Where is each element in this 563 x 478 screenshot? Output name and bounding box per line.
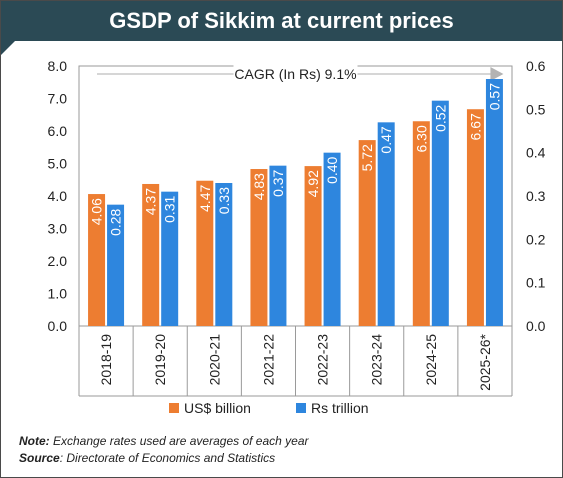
bar-usd: [196, 180, 214, 326]
y-right-tick-label: 0.1: [526, 275, 546, 291]
x-tick-label: 2022-23: [315, 334, 331, 386]
cagr-arrow-icon: [490, 67, 504, 81]
bar-usd: [304, 166, 322, 326]
title-notch: [1, 41, 15, 55]
x-tick-label: 2019-20: [152, 334, 168, 386]
y-left-tick-label: 1.0: [48, 286, 68, 302]
bar-rs: [269, 165, 287, 326]
y-right-tick-label: 0.3: [526, 188, 546, 204]
bar-usd-value-label: 4.83: [251, 173, 267, 200]
x-tick-label: 2025-26*: [477, 333, 493, 390]
y-right-tick-label: 0.0: [526, 318, 546, 334]
bar-rs-value-label: 0.31: [162, 195, 178, 222]
bar-rs: [485, 79, 503, 326]
bar-rs-value-label: 0.52: [432, 104, 448, 131]
cagr-label-bg: [233, 65, 358, 83]
bar-rs: [107, 204, 125, 326]
bar-usd-value-label: 4.92: [305, 170, 321, 197]
bar-usd-value-label: 6.67: [467, 113, 483, 140]
y-left-tick-label: 3.0: [48, 221, 68, 237]
x-tick-label: 2020-21: [206, 334, 222, 386]
legend-swatch-rs: [296, 403, 306, 413]
x-tick-label: 2023-24: [369, 334, 385, 386]
legend-swatch-usd: [169, 403, 179, 413]
bar-usd: [466, 109, 484, 326]
bar-usd-value-label: 5.72: [359, 144, 375, 171]
bar-usd: [358, 140, 376, 326]
title-bar: [1, 1, 562, 41]
y-left-tick-label: 5.0: [48, 156, 68, 172]
bar-rs: [215, 183, 233, 326]
bar-rs-value-label: 0.33: [216, 187, 232, 214]
source-label: Source: [19, 451, 60, 465]
y-left-tick-label: 7.0: [48, 91, 68, 107]
bar-rs: [161, 191, 179, 326]
source-text: : Directorate of Economics and Statistic…: [59, 451, 276, 465]
y-right-tick-label: 0.5: [526, 101, 546, 117]
bar-rs-value-label: 0.37: [270, 169, 286, 196]
bar-usd-value-label: 4.06: [89, 198, 105, 225]
x-tick-label: 2018-19: [98, 334, 114, 386]
note-text: Exchange rates used are averages of each…: [49, 434, 309, 448]
y-left-tick-label: 8.0: [48, 58, 68, 74]
y-right-tick-label: 0.6: [526, 58, 546, 74]
bar-rs-value-label: 0.40: [324, 156, 340, 183]
bar-rs: [431, 100, 449, 327]
bar-rs-value-label: 0.57: [486, 83, 502, 110]
legend-label-rs: Rs trillion: [311, 400, 369, 416]
gsdp-chart: 0.0 1.0 2.0 3.0 4.0 5.0 6.0 7.0 8.0 0.0 0.1 0.2 0.3 0…: [48, 58, 546, 416]
y-left-tick-label: 6.0: [48, 123, 68, 139]
y-right-tick-label: 0.2: [526, 231, 546, 247]
y-right-tick-label: 0.4: [526, 145, 546, 161]
source: Source: Directorate of Economics and Sta…: [19, 451, 275, 465]
note: Note: Exchange rates used are averages o…: [19, 434, 309, 448]
bar-usd-value-label: 4.47: [197, 185, 213, 212]
bar-usd: [88, 194, 106, 326]
bar-rs: [377, 122, 395, 326]
y-left-tick-label: 4.0: [48, 188, 68, 204]
x-tick-label: 2021-22: [260, 334, 276, 386]
bar-rs: [323, 152, 341, 326]
y-left-tick-label: 0.0: [48, 318, 68, 334]
cagr-annotation: CAGR (In Rs) 9.1%: [234, 66, 356, 82]
bar-usd: [142, 183, 160, 326]
y-left-tick-label: 2.0: [48, 253, 68, 269]
bar-usd: [412, 121, 430, 326]
bar-rs-value-label: 0.47: [378, 126, 394, 153]
bar-rs-value-label: 0.28: [108, 208, 124, 235]
legend-label-usd: US$ billion: [184, 400, 251, 416]
bar-usd-value-label: 4.37: [143, 188, 159, 215]
chart-title: GSDP of Sikkim at current prices: [109, 8, 454, 33]
note-label: Note:: [19, 434, 50, 448]
bar-usd-value-label: 6.30: [413, 125, 429, 152]
x-tick-label: 2024-25: [423, 334, 439, 386]
bar-usd: [250, 169, 268, 326]
